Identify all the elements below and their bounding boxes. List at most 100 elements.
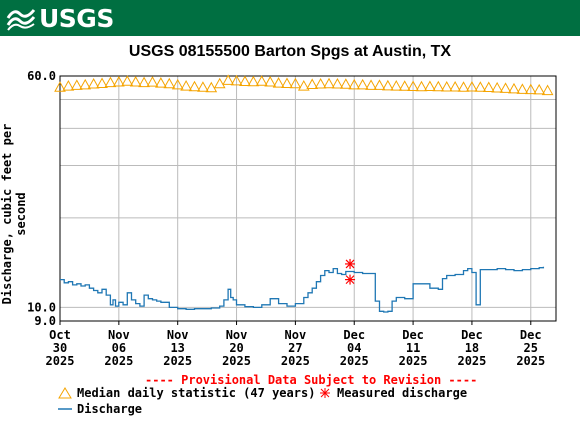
median-point xyxy=(482,81,495,92)
median-point xyxy=(533,83,546,95)
median-point xyxy=(348,78,361,90)
x-tick-label-month: Dec xyxy=(402,328,424,342)
triangle-marker-icon xyxy=(58,387,72,399)
median-point xyxy=(112,75,125,87)
median-point xyxy=(314,77,327,89)
median-point xyxy=(466,80,478,92)
median-point xyxy=(264,75,277,87)
median-point xyxy=(356,78,369,90)
median-point xyxy=(104,76,117,88)
median-point xyxy=(516,83,529,94)
measured-point xyxy=(345,274,356,285)
x-tick-label-month: Oct xyxy=(49,328,71,342)
median-point xyxy=(331,77,344,89)
y-tick-label: 10.0 xyxy=(27,300,56,314)
median-point xyxy=(62,80,75,91)
x-tick-label-year: 2025 xyxy=(281,354,310,368)
legend-item-discharge: Discharge xyxy=(58,402,142,416)
median-point xyxy=(474,81,487,92)
median-point xyxy=(281,77,293,89)
x-tick-label-day: 25 xyxy=(524,341,538,355)
median-point xyxy=(382,79,394,91)
median-point xyxy=(499,82,512,93)
median-point xyxy=(163,77,176,89)
median-point xyxy=(70,79,83,90)
median-point xyxy=(155,77,167,88)
x-tick-label-year: 2025 xyxy=(46,354,75,368)
median-point xyxy=(146,76,159,87)
x-tick-label-day: 06 xyxy=(112,341,126,355)
median-point xyxy=(171,78,184,90)
median-point xyxy=(87,77,100,89)
median-point xyxy=(407,80,419,92)
median-point xyxy=(197,81,209,92)
x-tick-label-year: 2025 xyxy=(457,354,486,368)
median-point xyxy=(129,75,142,87)
median-point xyxy=(432,80,445,92)
median-point xyxy=(415,80,428,92)
median-point xyxy=(424,80,436,92)
median-point xyxy=(138,76,150,88)
star-marker-icon xyxy=(320,388,330,398)
x-tick-label-day: 18 xyxy=(465,341,479,355)
median-point xyxy=(180,80,192,91)
measured-point-stroke xyxy=(345,275,355,285)
x-tick-label-day: 27 xyxy=(288,341,302,355)
measured-point-stroke xyxy=(345,259,355,269)
median-point xyxy=(79,78,92,90)
x-tick-label-year: 2025 xyxy=(340,354,369,368)
median-point xyxy=(247,75,260,87)
median-point xyxy=(339,78,352,89)
median-point xyxy=(508,82,520,94)
median-point xyxy=(272,77,285,88)
median-point xyxy=(255,75,268,86)
provisional-note: ---- Provisional Data Subject to Revisio… xyxy=(145,373,478,387)
median-point xyxy=(398,80,411,91)
median-point xyxy=(289,77,302,89)
median-point xyxy=(213,77,226,89)
discharge-line xyxy=(60,266,545,313)
legend-label-measured: Measured discharge xyxy=(337,386,468,400)
x-tick-label-day: 11 xyxy=(406,341,420,355)
legend-label-discharge: Discharge xyxy=(77,402,143,416)
median-point xyxy=(188,80,201,92)
median-point xyxy=(373,79,386,90)
median-point xyxy=(457,81,470,92)
y-tick-label: 60.0 xyxy=(27,69,56,83)
measured-point xyxy=(345,258,356,269)
median-point xyxy=(491,81,504,93)
median-point xyxy=(222,74,234,85)
x-tick-label-month: Dec xyxy=(461,328,483,342)
x-tick-label-day: 30 xyxy=(53,341,67,355)
median-point xyxy=(96,77,108,89)
y-tick-label: 9.0 xyxy=(34,314,56,328)
x-tick-label-month: Dec xyxy=(343,328,365,342)
x-tick-label-day: 20 xyxy=(229,341,243,355)
legend-item-median: Median daily statistic (47 years) xyxy=(58,386,315,400)
x-tick-label-year: 2025 xyxy=(516,354,545,368)
x-tick-label-year: 2025 xyxy=(104,354,133,368)
x-tick-label-day: 04 xyxy=(347,341,361,355)
median-point xyxy=(306,78,319,89)
legend-label-median: Median daily statistic (47 years) xyxy=(77,386,316,400)
median-point xyxy=(390,80,403,91)
median-point xyxy=(541,84,554,96)
x-tick-label-year: 2025 xyxy=(399,354,428,368)
median-point xyxy=(121,75,134,86)
median-point xyxy=(297,80,310,91)
median-point xyxy=(205,81,218,93)
median-point xyxy=(449,80,461,92)
x-tick-label-year: 2025 xyxy=(222,354,251,368)
x-tick-label-year: 2025 xyxy=(163,354,192,368)
median-point xyxy=(365,79,377,90)
median-point xyxy=(239,75,251,86)
median-point xyxy=(440,80,453,92)
usgs-banner: USGS xyxy=(0,0,580,36)
median-point xyxy=(323,77,335,89)
plot-frame xyxy=(59,75,557,322)
x-tick-label-month: Nov xyxy=(226,328,248,342)
chart-title: USGS 08155500 Barton Spgs at Austin, TX xyxy=(128,43,452,60)
legend-item-measured: Measured discharge xyxy=(318,386,467,400)
